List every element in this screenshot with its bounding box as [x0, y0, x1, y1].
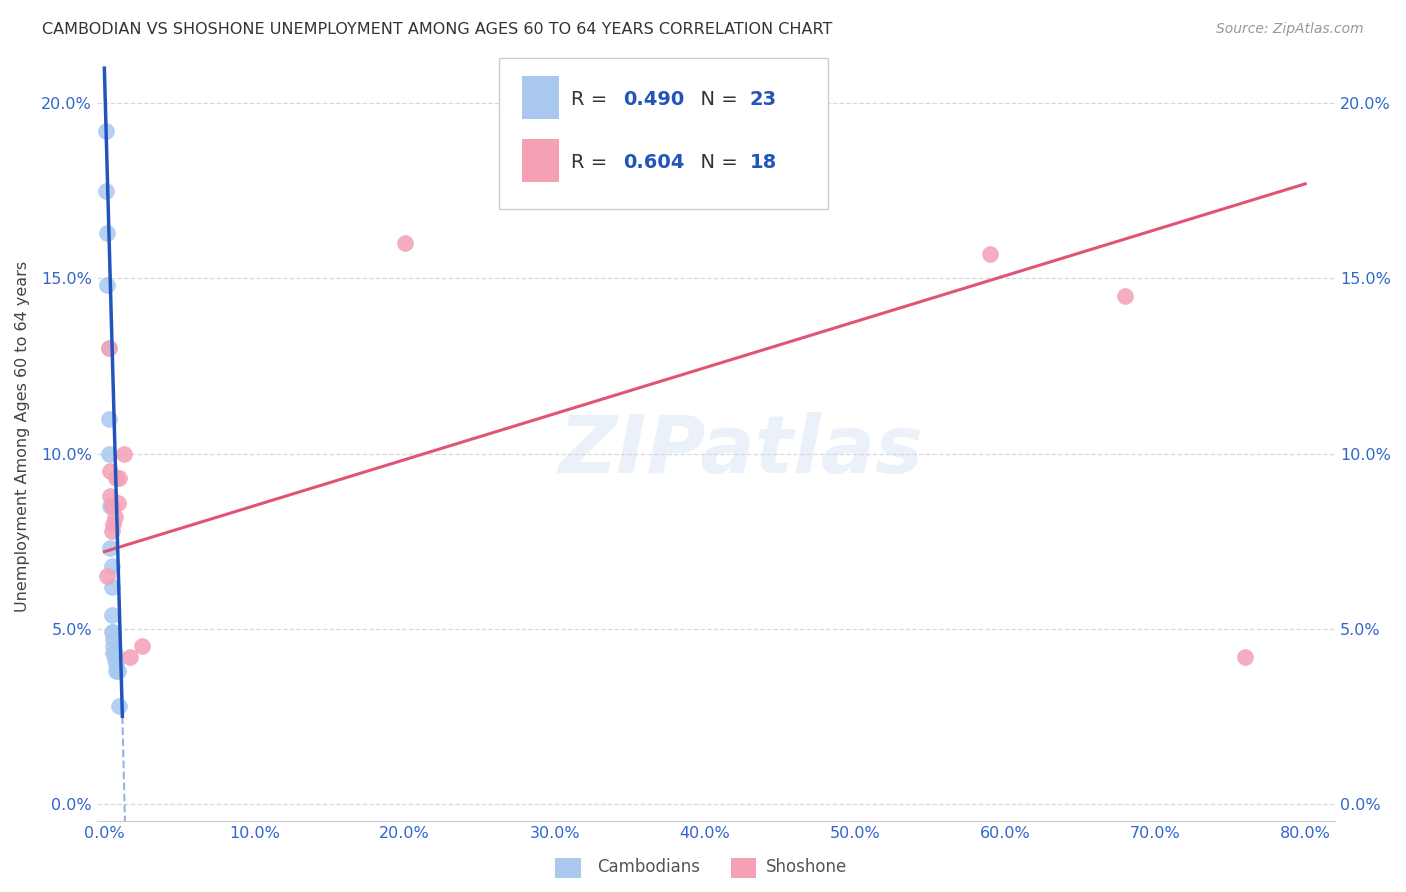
Point: [108, 698, 131, 713]
Point: [103, 516, 125, 531]
Point: [97, 342, 120, 356]
Point: [101, 524, 124, 538]
Point: [107, 664, 129, 678]
Point: [98, 499, 121, 513]
Point: [1114, 289, 1136, 303]
Text: N =: N =: [688, 153, 744, 172]
Text: N =: N =: [688, 90, 744, 109]
Point: [107, 495, 129, 509]
Point: [979, 247, 1001, 261]
Bar: [522, 76, 558, 119]
Point: [97, 411, 120, 425]
Y-axis label: Unemployment Among Ages 60 to 64 years: Unemployment Among Ages 60 to 64 years: [15, 260, 30, 612]
Point: [96, 569, 118, 583]
Text: Source: ZipAtlas.com: Source: ZipAtlas.com: [1216, 22, 1364, 37]
Point: [97, 342, 120, 356]
Point: [101, 499, 124, 513]
Point: [98, 489, 121, 503]
Point: [98, 464, 121, 478]
Text: R =: R =: [571, 153, 613, 172]
Point: [103, 640, 125, 654]
Point: [103, 632, 125, 647]
Point: [105, 664, 128, 678]
Text: R =: R =: [571, 90, 613, 109]
Point: [394, 236, 416, 251]
Text: Cambodians: Cambodians: [598, 858, 700, 876]
Text: CAMBODIAN VS SHOSHONE UNEMPLOYMENT AMONG AGES 60 TO 64 YEARS CORRELATION CHART: CAMBODIAN VS SHOSHONE UNEMPLOYMENT AMONG…: [42, 22, 832, 37]
Point: [94, 124, 117, 138]
Text: 0.604: 0.604: [623, 153, 685, 172]
Point: [105, 471, 128, 485]
Text: 18: 18: [749, 153, 776, 172]
Point: [105, 657, 128, 671]
Text: Shoshone: Shoshone: [766, 858, 848, 876]
Point: [1234, 649, 1257, 664]
Point: [96, 278, 118, 293]
Text: 0.490: 0.490: [623, 90, 685, 109]
Bar: [522, 139, 558, 182]
Point: [118, 649, 141, 664]
Point: [96, 226, 118, 240]
Point: [101, 625, 124, 640]
Point: [104, 653, 127, 667]
Point: [104, 509, 127, 524]
Point: [131, 640, 153, 654]
Point: [103, 625, 125, 640]
Point: [101, 580, 124, 594]
Text: 23: 23: [749, 90, 776, 109]
Point: [97, 447, 120, 461]
Point: [101, 607, 124, 622]
Point: [101, 558, 124, 573]
Point: [104, 646, 127, 660]
Point: [94, 184, 117, 198]
Point: [108, 471, 131, 485]
FancyBboxPatch shape: [499, 58, 828, 209]
Text: ZIPatlas: ZIPatlas: [558, 412, 924, 491]
Point: [112, 447, 135, 461]
Point: [103, 646, 125, 660]
Point: [98, 541, 121, 556]
